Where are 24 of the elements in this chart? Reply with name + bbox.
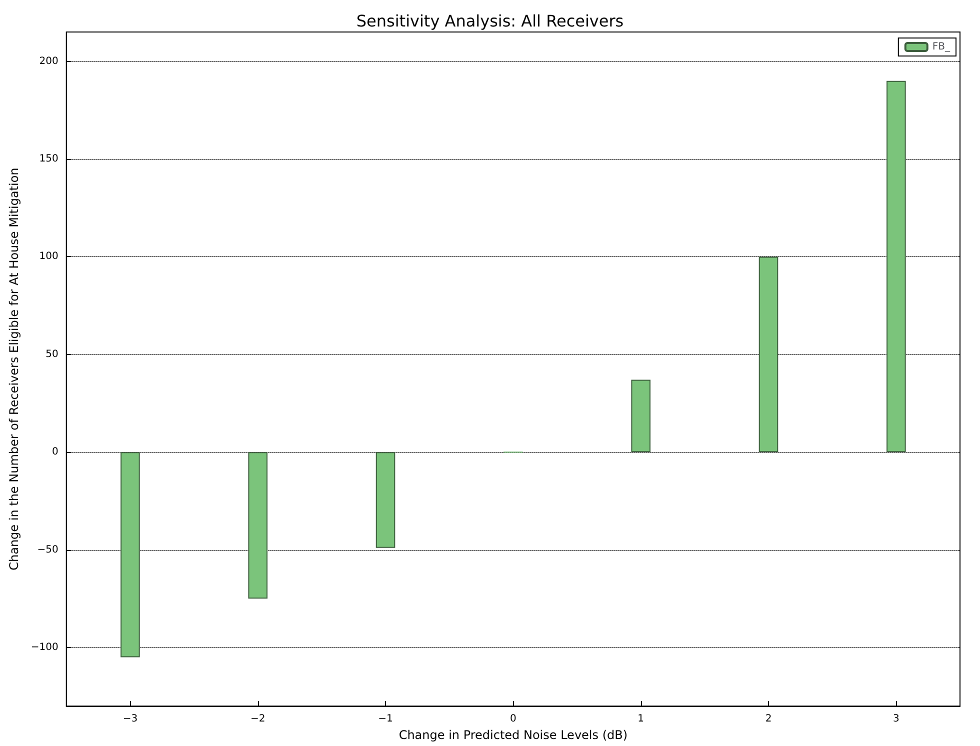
x-axis-title: Change in Predicted Noise Levels (dB) — [398, 728, 628, 742]
y-tick-label: 200 — [39, 56, 58, 67]
x-tick-label: 1 — [638, 714, 644, 725]
bar — [886, 80, 906, 452]
y-tick-label: 0 — [52, 446, 58, 458]
chart-title: Sensitivity Analysis: All Receivers — [356, 12, 624, 30]
x-tick-label: −1 — [378, 714, 393, 725]
bar — [120, 452, 140, 658]
bar — [631, 380, 650, 452]
x-tick-label: 2 — [765, 714, 772, 725]
y-tick-label: 150 — [39, 154, 58, 165]
y-tick-label: −50 — [37, 544, 58, 556]
bar — [248, 452, 268, 599]
y-axis-title: Change in the Number of Receivers Eligible for At House Mitigation — [7, 168, 21, 570]
y-tick-label: 100 — [39, 251, 58, 262]
x-tick-label: 0 — [510, 714, 516, 725]
x-tick-label: −3 — [122, 714, 138, 725]
bar — [376, 452, 396, 548]
bar — [758, 256, 778, 452]
y-tick-label: 50 — [46, 348, 58, 360]
legend-label: FB_ — [932, 42, 951, 52]
x-tick-label: 3 — [892, 714, 900, 725]
x-tick-label: −2 — [250, 714, 266, 725]
y-tick-label: −100 — [30, 642, 58, 653]
